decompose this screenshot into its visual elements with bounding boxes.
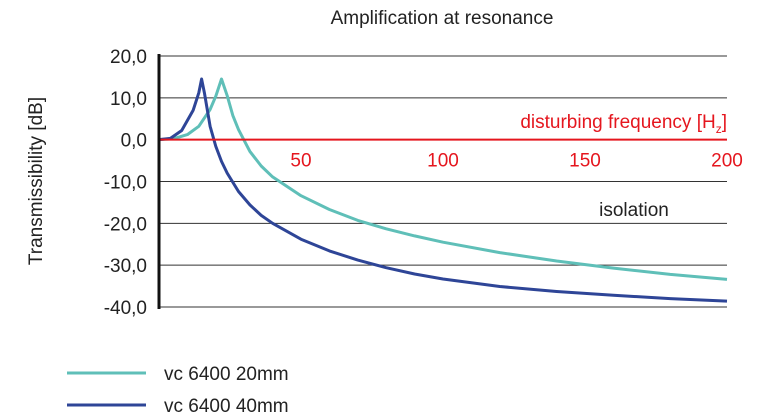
series-line-1 bbox=[158, 77, 728, 281]
x-axis-label-main: disturbing frequency [H bbox=[520, 112, 715, 133]
x-axis-label: disturbing frequency [Hz] bbox=[520, 112, 727, 136]
x-tick-label: 100 bbox=[427, 151, 459, 172]
legend-label: vc 6400 40mm bbox=[164, 396, 289, 416]
legend: vc 6400 20mm vc 6400 40mm bbox=[67, 364, 289, 416]
isolation-annotation: isolation bbox=[599, 200, 669, 221]
y-tick-label: 20,0 bbox=[110, 47, 147, 68]
chart-title: Amplification at resonance bbox=[331, 8, 554, 29]
y-tick-label: -40,0 bbox=[104, 298, 147, 319]
x-tick-label: 150 bbox=[569, 151, 601, 172]
gridlines bbox=[159, 55, 727, 308]
y-tick-labels: 20,0 10,0 0,0 -10,0 -20,0 -30,0 -40,0 bbox=[104, 47, 147, 319]
y-tick-label: 10,0 bbox=[110, 89, 147, 110]
x-tick-label: 200 bbox=[711, 151, 743, 172]
series-line-2 bbox=[158, 77, 728, 303]
y-tick-label: -30,0 bbox=[104, 256, 147, 277]
series-lines bbox=[158, 77, 728, 303]
y-tick-label: -10,0 bbox=[104, 173, 147, 194]
x-axis-label-subscript: z bbox=[716, 122, 722, 136]
x-tick-label: 50 bbox=[290, 151, 311, 172]
y-tick-label: 0,0 bbox=[121, 131, 147, 152]
y-tick-label: -20,0 bbox=[104, 214, 147, 235]
x-axis-label-close: ] bbox=[722, 112, 727, 133]
y-axis-label: Transmissibility [dB] bbox=[26, 97, 47, 265]
x-tick-labels: 50 100 150 200 bbox=[290, 151, 742, 172]
legend-label: vc 6400 20mm bbox=[164, 364, 289, 385]
